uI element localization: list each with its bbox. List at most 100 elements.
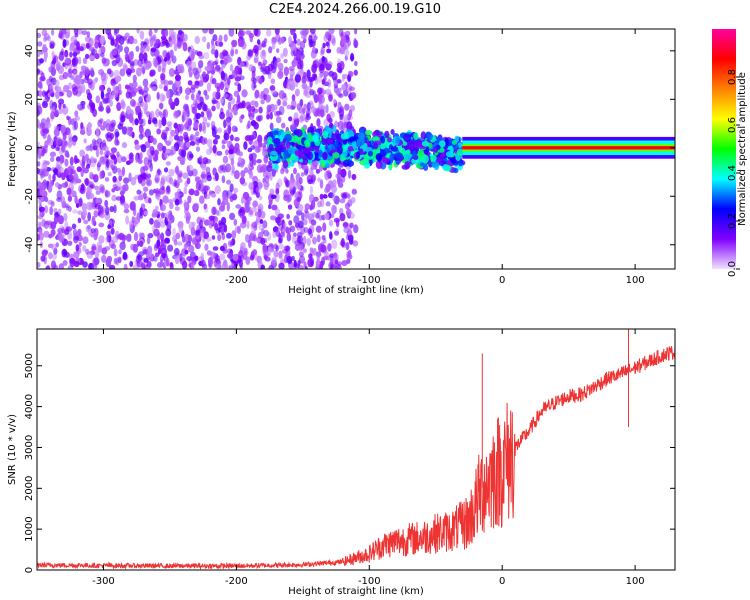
heatmap-noise-cell [272,230,277,239]
heatmap-noise-cell [169,261,174,268]
heatmap-noise-cell [233,187,239,193]
heatmap-noise-cell [234,127,238,133]
heatmap-noise-cell [321,55,326,63]
heatmap-noise-cell [308,193,315,204]
heatmap-noise-cell [132,81,138,89]
heatmap-noise-cell [37,32,42,39]
heatmap-noise-cell [66,152,70,158]
heatmap-noise-cell [252,77,257,85]
heatmap-noise-cell [168,135,173,144]
heatmap-noise-cell [326,113,331,122]
snr-y-tick-label: 2000 [24,476,35,501]
heatmap-band-cell [284,133,292,142]
heatmap-noise-cell [111,59,118,67]
heatmap-noise-cell [234,65,241,75]
heatmap-noise-cell [299,176,303,185]
heatmap-noise-cell [226,232,232,239]
heatmap-noise-cell [226,109,230,117]
heatmap-noise-cell [153,188,157,194]
heatmap-noise-cell [114,128,119,139]
heatmap-noise-cell [196,93,201,99]
heatmap-noise-cell [46,264,51,269]
heatmap-band-cell [442,164,449,170]
heatmap-noise-cell [65,203,70,209]
heatmap-noise-cell [61,144,66,153]
heatmap-band-cell [326,127,333,135]
heatmap-noise-cell [86,250,94,259]
heatmap-noise-cell [250,229,256,236]
heatmap-noise-cell [259,218,264,225]
heatmap-noise-cell [160,232,165,242]
heatmap-noise-cell [218,41,224,47]
heatmap-noise-cell [137,158,143,164]
heatmap-noise-cell [101,78,107,86]
heatmap-noise-cell [278,243,285,250]
heatmap-noise-cell [275,33,281,43]
heatmap-noise-cell [114,131,120,138]
heatmap-noise-cell [147,232,154,239]
heatmap-noise-cell [271,43,276,50]
heatmap-noise-cell [119,68,126,77]
heatmap-noise-cell [248,153,254,161]
heatmap-noise-cell [173,247,180,256]
heatmap-noise-cell [113,248,118,257]
heatmap-noise-cell [199,195,205,204]
heatmap-noise-cell [140,45,145,54]
heatmap-noise-cell [197,103,202,111]
heatmap-noise-cell [126,38,130,44]
heatmap-noise-cell [224,87,229,95]
heatmap-noise-cell [263,87,270,95]
heatmap-noise-cell [158,84,164,89]
heatmap-noise-cell [132,243,139,253]
heatmap-noise-cell [37,261,41,268]
heatmap-noise-cell [331,71,338,81]
heatmap-noise-cell [69,51,73,58]
heatmap-noise-cell [63,140,68,148]
heatmap-noise-cell [194,70,200,80]
heatmap-noise-cell [82,236,89,244]
heatmap-noise-cell [66,115,70,121]
heatmap-noise-cell [138,52,144,62]
heatmap-noise-cell [315,225,322,233]
heatmap-noise-cell [211,126,218,135]
heatmap-noise-cell [117,123,124,130]
heatmap-noise-cell [265,29,272,37]
heatmap-noise-cell [61,172,66,181]
heatmap-noise-cell [58,98,65,105]
heatmap-noise-cell [82,244,87,252]
heatmap-noise-cell [321,78,326,85]
heatmap-noise-cell [230,157,235,166]
heatmap-noise-cell [310,257,315,267]
heatmap-noise-cell [202,71,207,80]
heatmap-noise-cell [92,264,98,269]
heatmap-band-cell [346,160,355,167]
heatmap-noise-cell [141,101,147,111]
heatmap-noise-cell [137,194,144,201]
heatmap-noise-cell [116,57,124,68]
heatmap-noise-cell [60,196,66,205]
heatmap-noise-cell [110,119,117,127]
heatmap-noise-cell [268,46,273,54]
heatmap-noise-cell [41,29,48,37]
heatmap-noise-cell [167,199,174,204]
heatmap-noise-cell [179,124,183,135]
heatmap-noise-cell [263,154,269,164]
heatmap-noise-cell [193,190,200,197]
heatmap-noise-cell [46,35,51,42]
heatmap-noise-cell [161,242,167,248]
heatmap-noise-cell [329,257,334,265]
heatmap-noise-cell [347,234,354,242]
heatmap-noise-cell [199,96,204,106]
heatmap-noise-cell [319,179,324,189]
heatmap-noise-cell [268,204,272,210]
heatmap-noise-cell [43,36,48,43]
heatmap-noise-cell [280,168,285,175]
heatmap-band-cell [307,151,314,161]
heatmap-noise-cell [154,252,160,258]
heatmap-noise-cell [231,230,237,240]
heatmap-noise-cell [195,230,201,236]
heatmap-noise-cell [157,248,162,255]
heatmap-noise-cell [282,47,288,57]
heatmap-noise-cell [135,67,142,77]
heatmap-noise-cell [302,218,308,226]
